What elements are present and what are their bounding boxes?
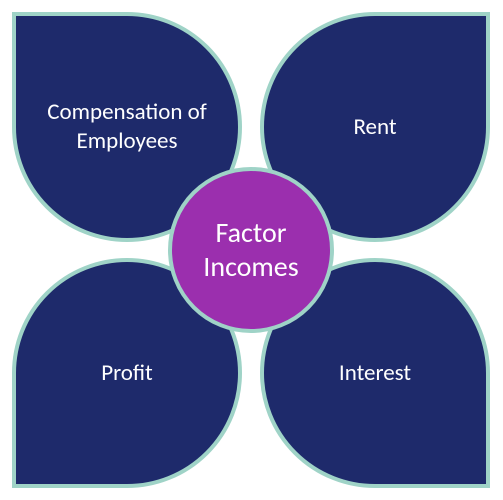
petal-top-right-label: Rent xyxy=(353,113,396,142)
petal-bottom-right-label: Interest xyxy=(339,359,411,388)
petal-top-left-label: Compensation of Employees xyxy=(38,98,216,156)
petal-bottom-left-label: Profit xyxy=(101,359,153,388)
center-label: FactorIncomes xyxy=(203,216,298,283)
diagram-canvas: Compensation of Employees Rent Profit In… xyxy=(0,0,503,500)
center-circle: FactorIncomes xyxy=(168,167,334,333)
